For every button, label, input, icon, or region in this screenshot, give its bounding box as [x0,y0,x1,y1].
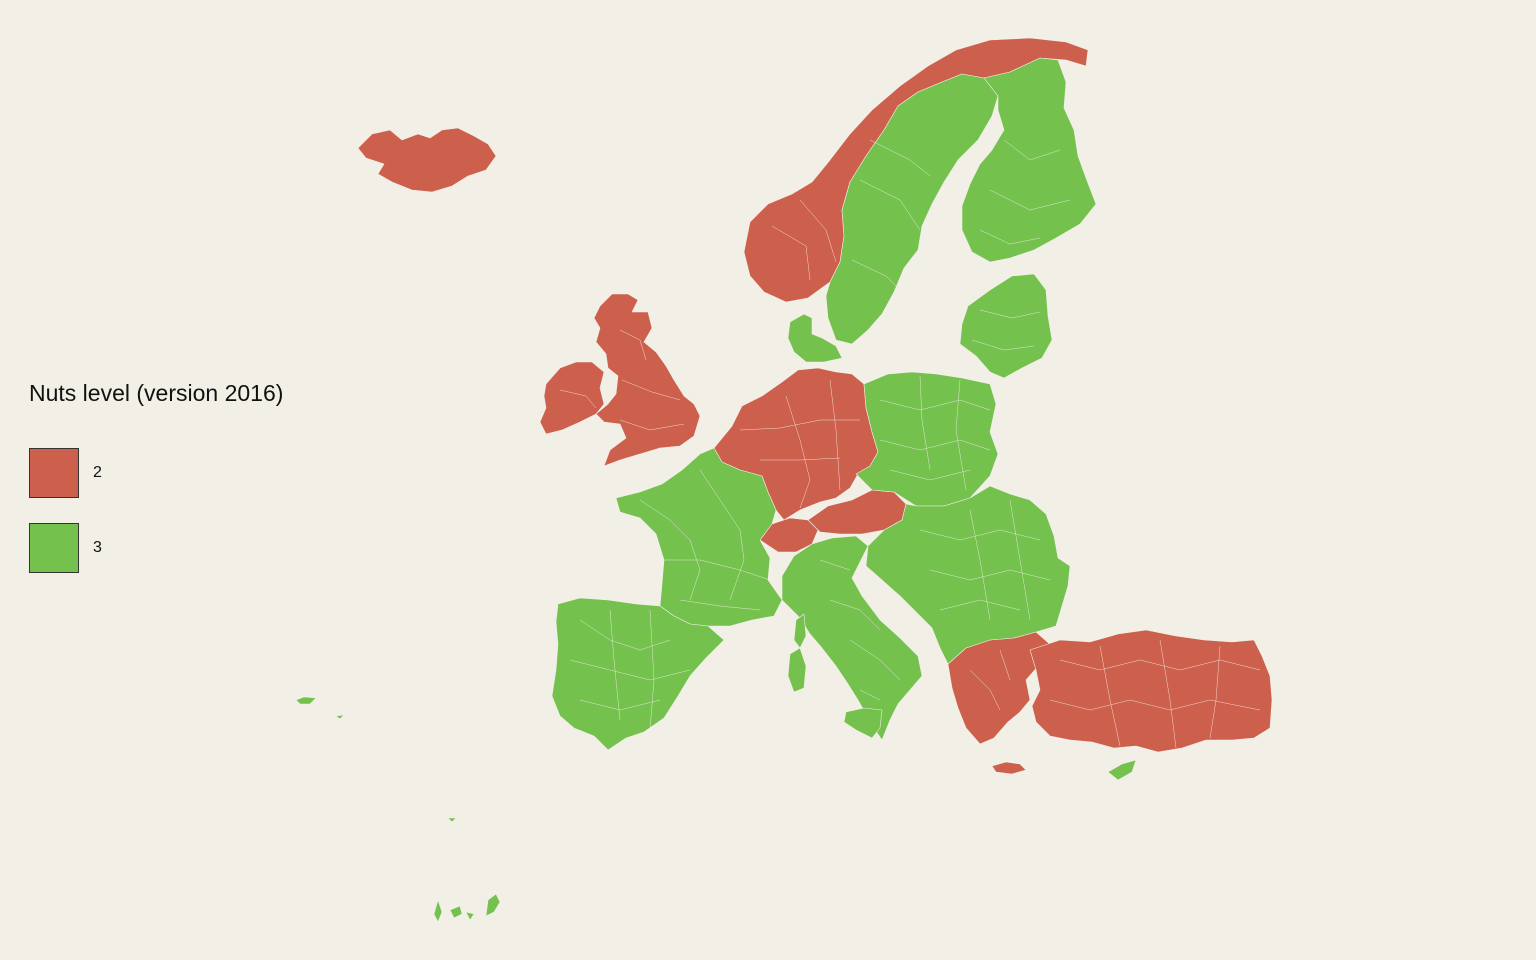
legend-label-level-2: 2 [93,464,102,481]
region-sweden [825,73,999,345]
region-corsica-sardinia [787,613,807,693]
region-iberia [551,597,725,751]
region-sicily [843,707,883,739]
region-united-kingdom [593,293,701,467]
region-italy [781,535,923,741]
legend: Nuts level (version 2016) 2 3 [29,380,283,597]
region-turkey [1029,629,1273,753]
legend-title: Nuts level (version 2016) [29,380,284,406]
region-denmark [787,313,843,363]
region-france [615,447,783,627]
legend-label-level-3: 3 [93,539,102,556]
legend-swatch-level-3 [29,523,79,573]
region-ireland [539,361,605,435]
legend-swatch-level-2 [29,448,79,498]
subdivision-lines [559,139,1261,749]
region-iceland [357,127,497,193]
region-poland-czechia [855,371,999,507]
region-cyprus [1107,759,1137,781]
region-crete [991,761,1027,775]
region-finland [961,57,1097,263]
region-atlantic-islands [295,696,501,923]
legend-item-level-2: 2 [29,447,283,499]
region-balkans [865,485,1071,665]
legend-item-level-3: 3 [29,522,283,574]
region-baltics [959,273,1053,379]
